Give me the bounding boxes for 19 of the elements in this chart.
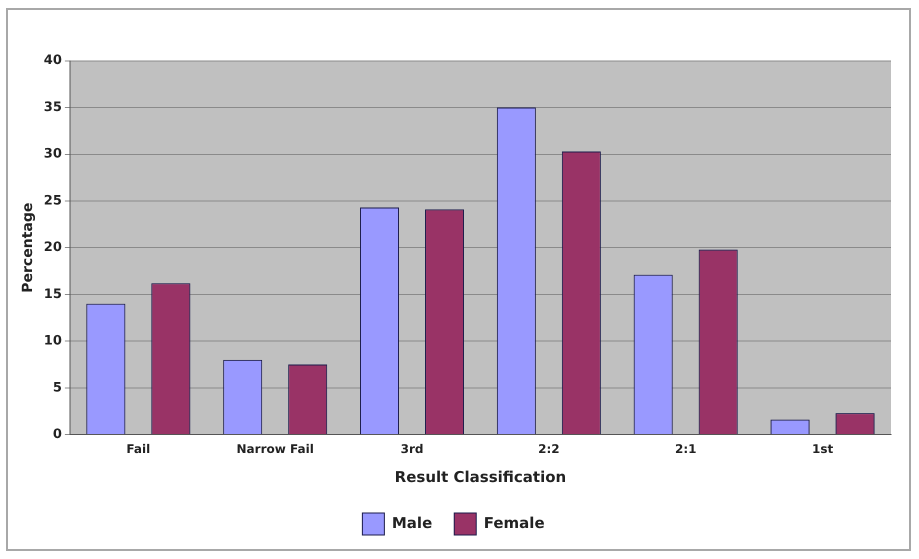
y-axis-title: Percentage bbox=[20, 202, 36, 293]
x-tick-label: 3rd bbox=[400, 442, 424, 456]
y-tick-label: 35 bbox=[44, 100, 62, 115]
y-tick-label: 0 bbox=[52, 426, 62, 442]
legend-label: Male bbox=[392, 514, 432, 532]
legend-label: Female bbox=[484, 514, 545, 532]
y-tick-label: 40 bbox=[44, 53, 62, 68]
x-tick-label: 2:2 bbox=[538, 442, 560, 456]
x-tick-label: Fail bbox=[126, 442, 150, 456]
x-tick-label: 1st bbox=[812, 442, 834, 456]
y-tick-label: 20 bbox=[44, 240, 62, 256]
x-tick-label: 2:1 bbox=[674, 442, 696, 456]
x-tick-label: Narrow Fail bbox=[236, 442, 314, 456]
y-tick-label: 10 bbox=[44, 334, 62, 349]
x-axis-title: Result Classification bbox=[394, 468, 566, 486]
y-tick-label: 30 bbox=[44, 146, 62, 162]
y-tick-label: 5 bbox=[52, 380, 62, 396]
y-tick-label: 25 bbox=[44, 193, 62, 208]
y-tick-label: 15 bbox=[44, 286, 62, 302]
